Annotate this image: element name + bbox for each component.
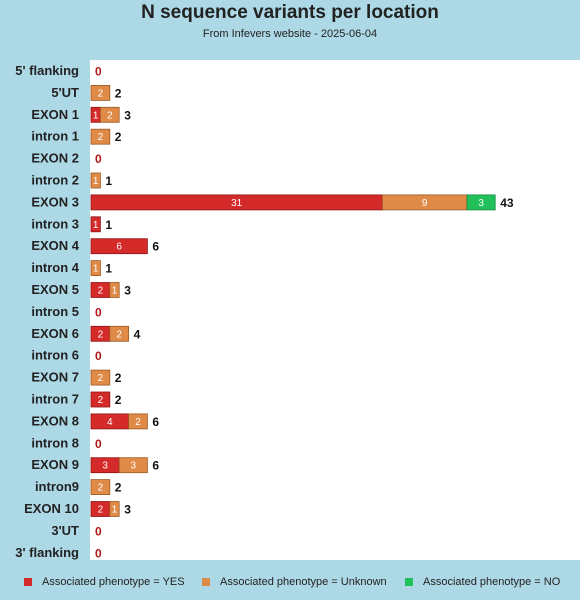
category-label: 3'UT — [51, 523, 79, 538]
category-label: intron 8 — [31, 435, 79, 450]
legend-label-no: Associated phenotype = NO — [423, 576, 561, 588]
legend-swatch-unknown — [202, 578, 210, 586]
bar-segment — [90, 128, 111, 145]
category-label: EXON 1 — [31, 107, 79, 122]
bar-segment — [109, 501, 120, 517]
segment-value-label: 2 — [98, 505, 104, 516]
total-value-label: 43 — [500, 196, 514, 210]
category-label: intron 5 — [31, 304, 79, 319]
segment-value-label: 6 — [116, 242, 122, 253]
total-value-label: 0 — [95, 349, 102, 363]
segment-value-label: 1 — [93, 176, 99, 187]
segment-value-label: 3 — [131, 461, 137, 472]
total-value-label: 6 — [152, 415, 159, 429]
total-value-label: 2 — [115, 481, 122, 495]
segment-value-label: 2 — [98, 329, 104, 340]
category-label: intron 3 — [31, 216, 79, 231]
bar-segment — [90, 216, 101, 233]
category-label: EXON 6 — [31, 326, 79, 341]
bar-segment — [90, 172, 101, 189]
legend-swatch-yes — [24, 578, 32, 586]
total-value-label: 0 — [95, 546, 102, 560]
total-value-label: 0 — [95, 437, 102, 451]
bar-segment — [90, 391, 111, 408]
total-value-label: 2 — [115, 393, 122, 407]
category-label: EXON 7 — [31, 370, 79, 385]
bar-segment — [90, 260, 101, 277]
segment-value-label: 1 — [93, 220, 99, 231]
total-value-label: 1 — [105, 174, 112, 188]
bar-segment — [90, 369, 111, 386]
category-label: 5'UT — [51, 85, 79, 100]
total-value-label: 2 — [115, 130, 122, 144]
category-label: EXON 8 — [31, 413, 79, 428]
legend-label-yes: Associated phenotype = YES — [42, 576, 185, 588]
category-label: EXON 9 — [31, 457, 79, 472]
category-label: intron9 — [35, 479, 79, 494]
total-value-label: 0 — [95, 524, 102, 538]
legend-item-yes[interactable]: Associated phenotype = YES — [24, 576, 185, 588]
total-value-label: 2 — [115, 86, 122, 100]
total-value-label: 3 — [124, 108, 131, 122]
category-label: 5' flanking — [15, 63, 79, 78]
segment-value-label: 2 — [135, 417, 141, 428]
category-label: EXON 10 — [24, 501, 79, 516]
category-label: intron 2 — [31, 173, 79, 188]
category-label: EXON 5 — [31, 282, 79, 297]
segment-value-label: 2 — [98, 395, 104, 406]
total-value-label: 6 — [152, 459, 159, 473]
segment-value-label: 3 — [102, 461, 108, 472]
bar-segment — [128, 413, 148, 430]
segment-value-label: 2 — [107, 110, 113, 121]
segment-value-label: 1 — [112, 505, 118, 516]
segment-value-label: 1 — [93, 110, 99, 121]
total-value-label: 1 — [105, 262, 112, 276]
segment-value-label: 31 — [231, 198, 243, 209]
total-value-label: 0 — [95, 65, 102, 79]
bar-segment — [466, 194, 496, 211]
segment-value-label: 2 — [98, 373, 104, 384]
plot-area — [90, 60, 580, 560]
total-value-label: 1 — [105, 218, 112, 232]
bar-segment — [100, 106, 120, 123]
segment-value-label: 1 — [93, 264, 99, 275]
category-label: EXON 2 — [31, 151, 79, 166]
total-value-label: 6 — [152, 240, 159, 254]
total-value-label: 2 — [115, 371, 122, 385]
bar-segment — [90, 85, 111, 101]
category-label: intron 1 — [31, 129, 79, 144]
category-label: EXON 3 — [31, 194, 79, 209]
bar-segment — [109, 282, 120, 298]
chart-title: N sequence variants per location — [141, 2, 439, 23]
segment-value-label: 2 — [98, 483, 104, 494]
total-value-label: 3 — [124, 503, 131, 517]
segment-value-label: 2 — [98, 132, 104, 143]
segment-value-label: 3 — [478, 198, 484, 209]
category-label: 3' flanking — [15, 545, 79, 560]
category-label: EXON 4 — [31, 238, 79, 253]
legend-item-no[interactable]: Associated phenotype = NO — [405, 576, 560, 588]
total-value-label: 4 — [134, 327, 141, 341]
category-label: intron 7 — [31, 392, 79, 407]
segment-value-label: 9 — [422, 198, 428, 209]
segment-value-label: 2 — [98, 286, 104, 297]
category-label: intron 6 — [31, 348, 79, 363]
segment-value-label: 1 — [112, 286, 118, 297]
chart-subtitle: From Infevers website - 2025-06-04 — [202, 28, 378, 40]
bar-segment — [109, 325, 130, 342]
bar-segment — [118, 457, 148, 474]
legend-swatch-no — [405, 578, 413, 586]
legend-label-unknown: Associated phenotype = Unknown — [220, 576, 387, 588]
total-value-label: 0 — [95, 152, 102, 166]
segment-value-label: 4 — [107, 417, 113, 428]
segment-value-label: 2 — [116, 329, 122, 340]
total-value-label: 0 — [95, 305, 102, 319]
total-value-label: 3 — [124, 284, 131, 298]
bar-segment — [90, 238, 148, 255]
category-label: intron 4 — [31, 260, 79, 275]
segment-value-label: 2 — [98, 88, 104, 99]
legend-item-unknown[interactable]: Associated phenotype = Unknown — [202, 576, 387, 588]
bar-segment — [90, 479, 111, 496]
